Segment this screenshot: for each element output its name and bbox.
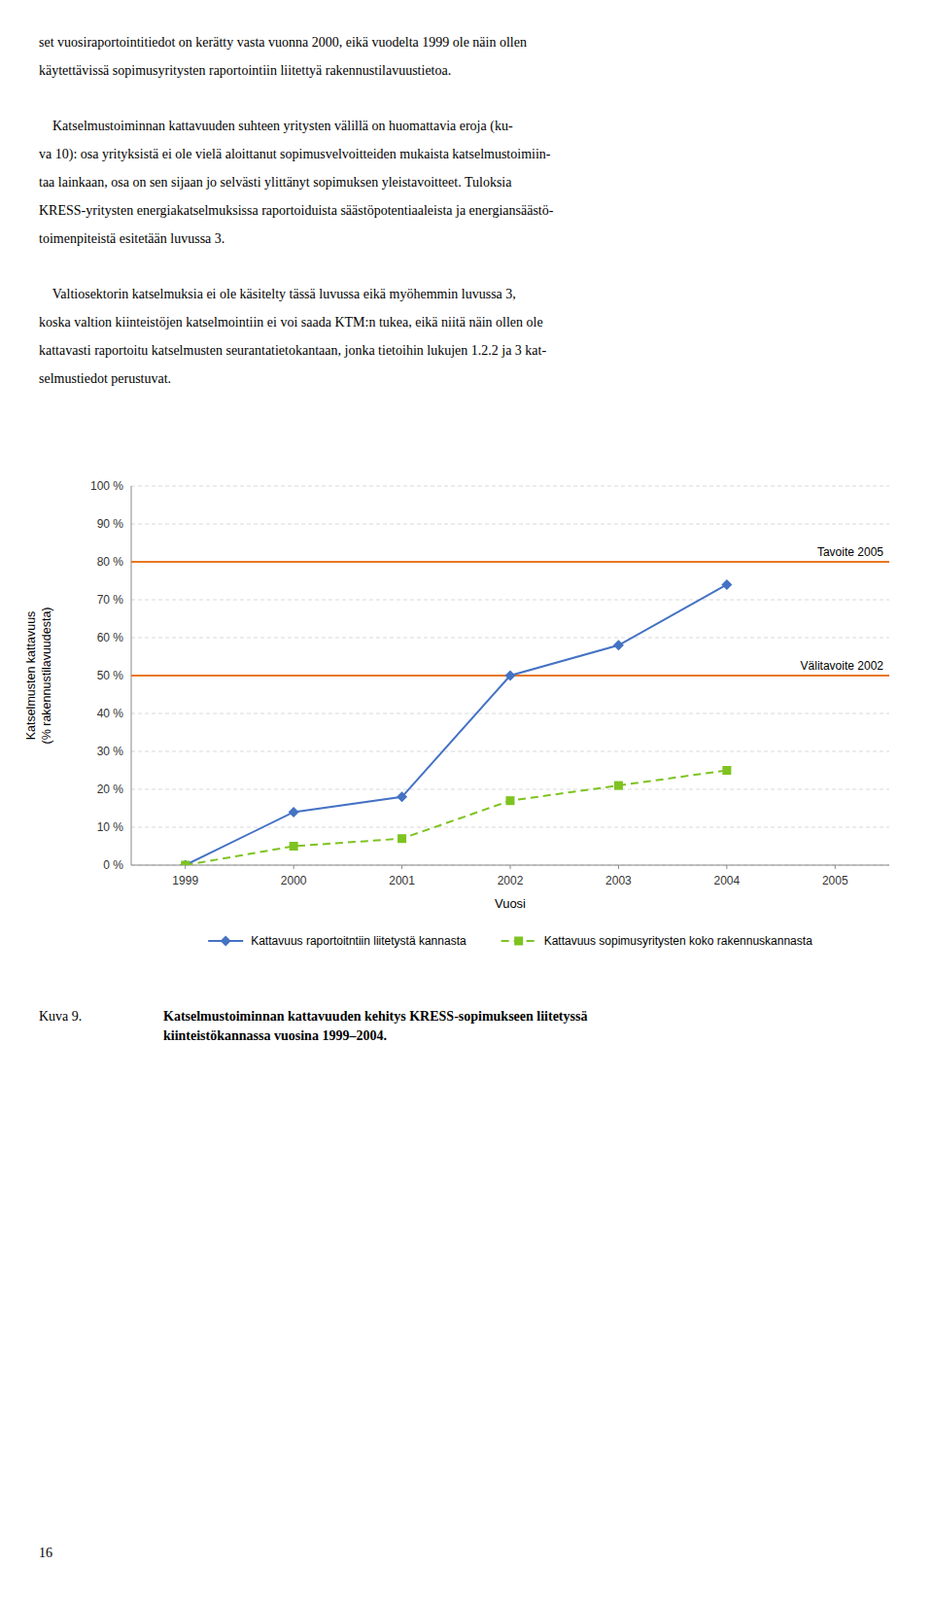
legend-item: Kattavuus raportoitntiin liitetystä kann… [207,933,467,948]
legend-label: Kattavuus raportoitntiin liitetystä kann… [250,933,467,948]
marker [514,936,523,946]
reference-label: Tavoite 2005 [817,545,884,559]
marker [220,935,232,947]
marker [396,791,408,802]
legend-item: Kattavuus sopimusyritysten koko rakennus… [501,933,813,948]
paragraph-line: Katselmustoiminnan kattavuuden suhteen y… [38,118,514,135]
x-tick [510,864,512,869]
y-tick-label: 10 % [97,820,125,834]
y-tick-label: 30 % [97,744,125,759]
grid-line [131,864,890,866]
paragraph-line: va 10): osa yrityksistä ei ole vielä alo… [38,146,552,163]
legend: Kattavuus raportoitntiin liitetystä kann… [207,933,813,948]
marker [722,765,731,775]
paragraph-line: set vuosiraportointitiedot on kerätty va… [38,34,527,50]
paragraph-line: toimenpiteistä esitetään luvussa 3. [38,231,225,246]
marker [289,841,299,851]
grid-line [131,637,890,639]
series-line [185,584,727,865]
grid-line [131,561,890,563]
reference-line [131,560,890,563]
reference-label: Välitavoite 2002 [800,658,885,673]
caption-label: Kuva 9. [38,1008,82,1024]
paragraph-line: koska valtion kiinteistöjen katselmointi… [38,314,544,330]
y-tick-label: 50 % [97,668,125,683]
marker [397,833,407,843]
y-tick-label: 80 % [97,554,125,569]
page: set vuosiraportointitiedot on kerätty va… [0,0,933,1600]
marker [614,781,623,791]
paragraph-line: käytettävissä sopimusyritysten raportoin… [38,63,451,78]
paragraph-line: KRESS-yritysten energiakatselmuksissa ra… [38,203,554,218]
series-line [185,770,727,866]
marker [180,861,190,866]
y-tick-label: 70 % [97,592,125,607]
y-tick-label: 60 % [97,630,125,645]
paragraph-line: taa lainkaan, osa on sen sijaan jo selvä… [38,174,513,190]
legend-label: Kattavuus sopimusyritysten koko rakennus… [544,933,813,948]
paragraph-line: selmustiedot perustuvat. [38,371,172,386]
y-axis-label: Katselmusten kattavuus(% rakennustilavuu… [24,606,54,744]
x-tick-label: 2003 [605,873,632,888]
x-tick [293,864,295,869]
marker [179,860,191,866]
x-tick-label: 2004 [714,873,741,888]
page-number: 16 [38,1545,53,1560]
x-axis-line [131,864,890,866]
y-grid [131,485,890,865]
x-tick [834,864,836,869]
x-axis-label: Vuosi [494,896,526,911]
x-tick [725,864,727,869]
grid-line [131,751,890,753]
background [0,0,933,1600]
paragraph-line: kattavasti raportoitu katselmusten seura… [38,343,547,358]
y-tick-label: 0 % [103,858,124,872]
x-tick-label: 2000 [280,873,308,888]
y-tick-label: 100 % [90,479,124,493]
caption: Kuva 9. Katselmustoiminnan kattavuuden ke… [38,1008,588,1043]
y-tick-label: 40 % [97,706,125,721]
grid-line [131,789,890,791]
grid-line [131,827,890,829]
x-tick [618,864,620,869]
x-tick [401,864,403,869]
grid-line [131,713,890,715]
marker [288,806,300,818]
grid-line [131,523,890,525]
chart: 0 % 10 % 20 % 30 % 40 % 50 % 60 % 70 % 80 % 90 % 1… [24,479,890,948]
plot-data [131,561,890,865]
marker [613,639,624,651]
caption-text: Katselmustoiminnan kattavuuden kehitys K… [163,1008,588,1043]
x-tick-label: 2002 [497,873,524,888]
grid-line [131,599,890,601]
marker [721,579,732,590]
x-tick [184,864,186,869]
x-tick-label: 2005 [822,873,849,888]
paragraph-line: Valtiosektorin katselmuksia ei ole käsit… [38,286,517,302]
marker [506,795,516,805]
grid-line [131,485,890,487]
body-text: set vuosiraportointitiedot on kerätty va… [38,34,554,386]
x-tick-label: 2001 [388,873,415,888]
y-tick-label: 20 % [97,782,125,796]
marker [505,670,517,682]
y-tick-label: 90 % [97,517,125,531]
x-tick-label: 1999 [172,873,199,888]
